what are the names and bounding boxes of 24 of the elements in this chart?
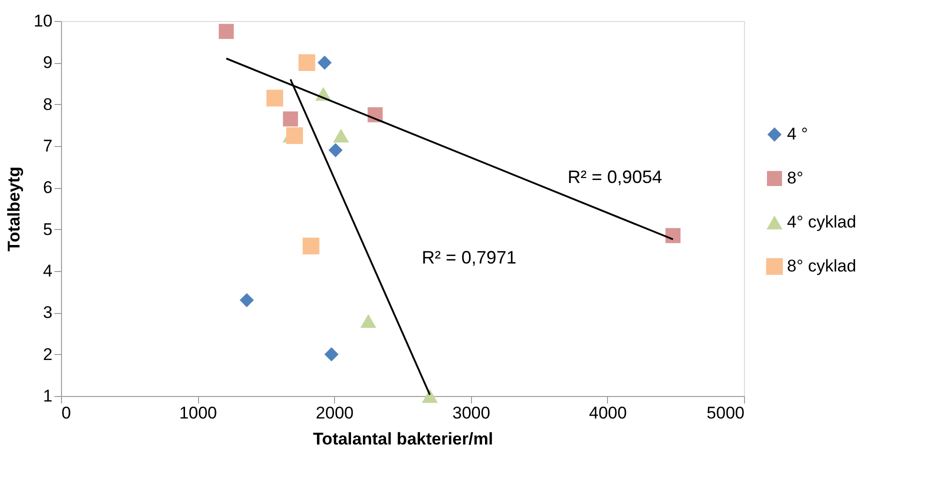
y-axis-title: Totalbeytg <box>4 166 24 252</box>
y-tick-label: 5 <box>43 220 52 239</box>
legend-label: 8° <box>787 168 804 188</box>
x-tick-label: 0 <box>62 404 71 422</box>
y-tick-label: 10 <box>34 12 52 30</box>
y-tick-label: 3 <box>43 303 52 322</box>
annotation: R² = 0,9054 <box>568 166 662 187</box>
y-tick-label: 9 <box>43 53 52 72</box>
x-tick-label: 3000 <box>452 404 490 422</box>
y-tick-label: 4 <box>43 262 52 280</box>
x-axis-title: Totalantal bakterier/ml <box>312 430 494 448</box>
y-tick-label: 6 <box>43 178 52 198</box>
y-tick-label: 1 <box>43 386 52 406</box>
legend-label: 8° cyklad <box>787 256 856 276</box>
x-tick-label: 1000 <box>179 404 218 422</box>
y-tick-label: 8 <box>43 94 52 114</box>
x-tick-label: 5000 <box>706 404 744 422</box>
annotation: R² = 0,7971 <box>422 248 516 268</box>
y-tick-label: 2 <box>43 344 52 364</box>
x-tick-label: 4000 <box>588 404 627 422</box>
legend-label: 4 ° <box>787 124 808 144</box>
x-tick-label: 2000 <box>316 404 354 422</box>
y-tick-label: 7 <box>43 136 52 156</box>
legend-label: 4° cyklad <box>787 212 856 232</box>
